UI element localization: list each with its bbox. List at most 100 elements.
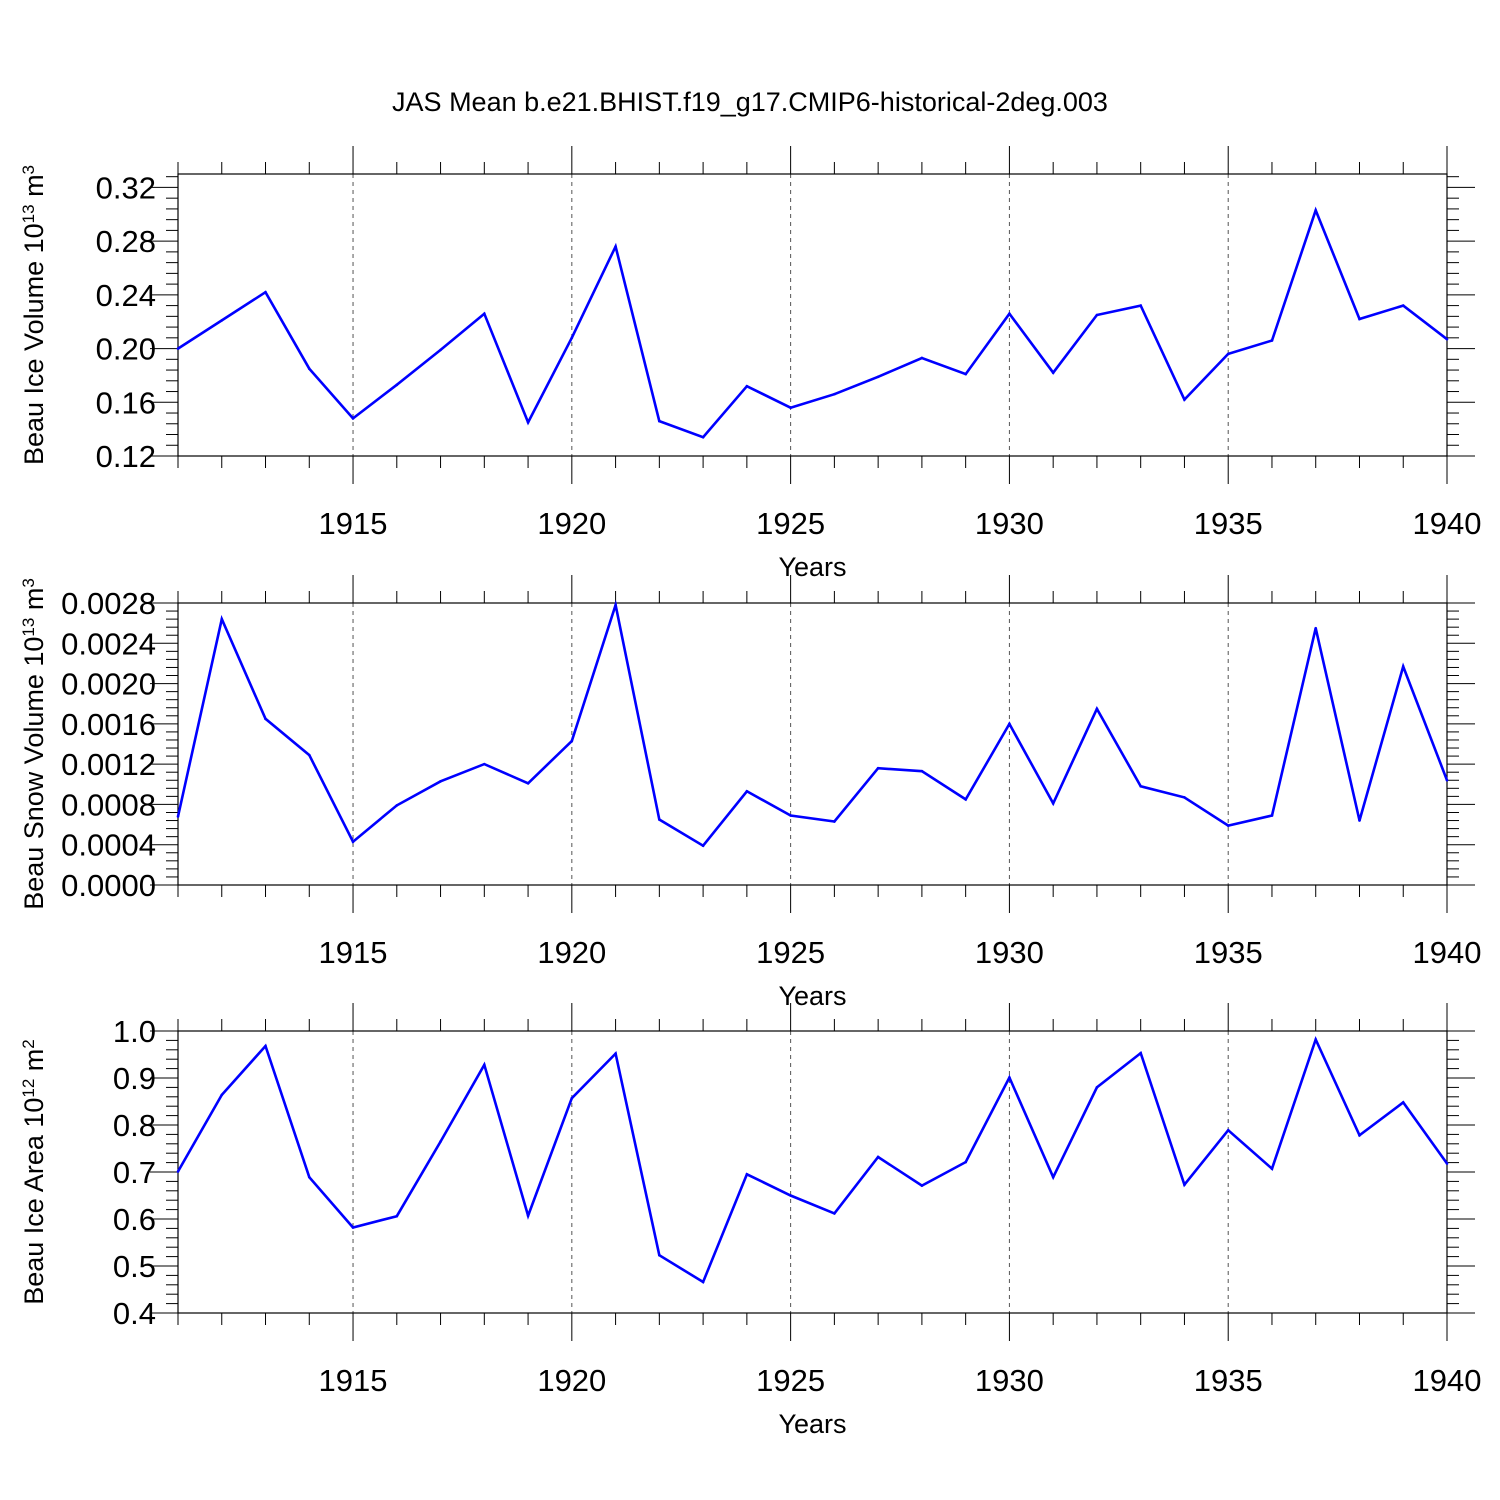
y-tick-label: 0.8 <box>113 1108 156 1143</box>
chart-panel-2: 0.0000 0.0004 0.0008 0.0012 0.0016 0.0020 0.00… <box>19 575 1482 1011</box>
x-tick-label: 1940 <box>1413 935 1482 970</box>
data-point <box>1358 1134 1361 1137</box>
x-tick-label: 1915 <box>319 1363 388 1398</box>
y-tick-label: 0.5 <box>113 1249 156 1284</box>
y-tick-label: 0.0024 <box>61 626 156 661</box>
panels: 0.12 0.16 0.20 0.24 0.28 0.32 1915 1920 1925 1930… <box>19 146 1482 1439</box>
data-point <box>1358 819 1361 822</box>
y-tick-label: 0.9 <box>113 1061 156 1096</box>
data-point <box>745 384 749 388</box>
data-point <box>351 417 355 420</box>
data-point <box>1226 352 1230 356</box>
data-point <box>526 421 530 424</box>
x-tick-label: 1930 <box>975 506 1044 541</box>
data-point <box>1183 1183 1186 1186</box>
data-point <box>1270 814 1274 817</box>
data-point <box>220 1093 224 1097</box>
chart-panel-1: 0.12 0.16 0.20 0.24 0.28 0.32 1915 1920 1925 1930… <box>19 146 1481 582</box>
x-tick-label: 1935 <box>1194 506 1263 541</box>
data-point <box>1008 1076 1011 1079</box>
data-point <box>1183 796 1186 799</box>
data-point <box>526 1214 530 1218</box>
y-tick-label: 0.6 <box>113 1202 156 1237</box>
data-point <box>1314 626 1318 630</box>
data-point <box>1270 1167 1274 1171</box>
data-point <box>658 419 661 423</box>
y-axis-label: Beau Snow Volume 1013 m3 <box>19 578 50 910</box>
data-point <box>351 840 355 843</box>
data-point <box>876 766 880 770</box>
y-tick-label: 0.32 <box>96 170 156 205</box>
data-point <box>1095 313 1099 317</box>
figure-title: JAS Mean b.e21.BHIST.f19_g17.CMIP6-histo… <box>392 87 1108 117</box>
data-point <box>439 779 442 783</box>
x-tick-label: 1935 <box>1194 1363 1263 1398</box>
data-point <box>1226 1128 1230 1132</box>
data-point <box>264 1044 267 1048</box>
x-axis-label: Years <box>778 1409 846 1439</box>
data-point <box>701 1280 705 1284</box>
y-tick-label: 0.0008 <box>61 787 156 822</box>
data-point <box>1445 1162 1449 1165</box>
data-point <box>1051 1175 1055 1179</box>
x-tick-label: 1920 <box>537 935 606 970</box>
data-point <box>1051 802 1055 805</box>
data-point <box>1314 1038 1318 1041</box>
data-point <box>570 1096 574 1100</box>
y-tick-label: 0.16 <box>96 385 156 420</box>
data-point <box>789 406 792 409</box>
data-point <box>614 245 617 248</box>
data-point <box>833 1212 836 1215</box>
data-point <box>1401 1101 1405 1104</box>
data-point <box>964 798 967 801</box>
data-point <box>964 1160 967 1164</box>
x-tick-label: 1925 <box>756 935 825 970</box>
y-tick-label: 0.0028 <box>61 586 156 621</box>
y-tick-label: 0.0020 <box>61 667 156 702</box>
data-point <box>176 1170 180 1173</box>
data-point <box>614 1052 617 1055</box>
data-point <box>614 603 617 607</box>
data-point <box>307 753 311 757</box>
plot-frame <box>177 1030 1448 1314</box>
data-point <box>220 319 224 322</box>
series-line <box>177 206 1448 439</box>
x-tick-label: 1925 <box>756 1363 825 1398</box>
data-point <box>395 1214 399 1218</box>
data-point <box>964 372 967 376</box>
y-tick-label: 0.20 <box>96 332 156 367</box>
data-point <box>307 367 311 371</box>
data-point <box>264 290 267 294</box>
plot-frame <box>177 602 1448 886</box>
data-point <box>220 617 224 621</box>
data-point <box>570 336 574 340</box>
y-tick-label: 0.7 <box>113 1155 156 1190</box>
data-point <box>833 820 836 823</box>
data-point <box>1445 337 1449 341</box>
data-point <box>1314 208 1318 212</box>
x-tick-label: 1925 <box>756 506 825 541</box>
data-point <box>439 348 442 352</box>
data-point <box>1401 665 1405 668</box>
data-point <box>789 1194 792 1197</box>
x-tick-label: 1930 <box>975 935 1044 970</box>
data-point <box>264 717 267 721</box>
data-point <box>920 769 924 773</box>
x-axis-label: Years <box>778 552 846 582</box>
y-tick-label: 0.0016 <box>61 707 156 742</box>
y-tick-label: 0.12 <box>96 439 156 474</box>
x-tick-label: 1920 <box>537 506 606 541</box>
data-point <box>920 356 924 360</box>
data-point <box>920 1184 924 1187</box>
data-point <box>745 1173 749 1176</box>
data-point <box>483 312 486 315</box>
x-tick-label: 1915 <box>319 506 388 541</box>
data-point <box>789 814 792 817</box>
data-point <box>1445 778 1449 782</box>
data-point <box>1401 304 1405 307</box>
data-point <box>395 804 399 807</box>
y-axis-label: Beau Ice Area 1012 m2 <box>19 1039 50 1305</box>
x-tick-label: 1930 <box>975 1363 1044 1398</box>
data-point <box>1226 824 1230 827</box>
